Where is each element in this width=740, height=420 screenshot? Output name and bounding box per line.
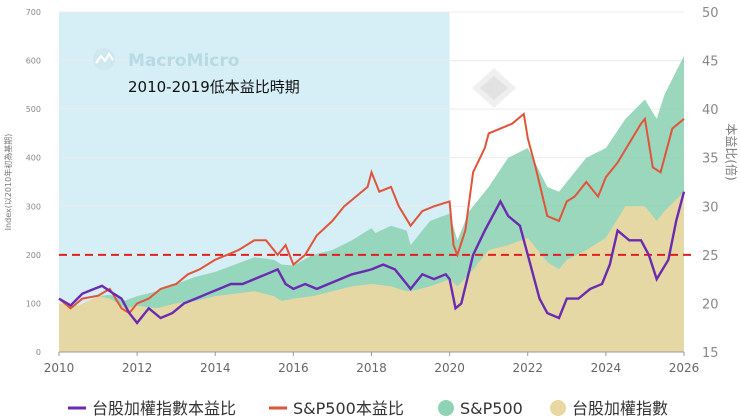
y-right-label: 本益比(倍): [724, 123, 739, 180]
x-axis-ticks: 2010 2012 2014 2016 2018 2020 2022 2024 2026: [44, 352, 700, 375]
y-left-tick: 500: [26, 105, 41, 114]
x-tick: 2024: [591, 361, 622, 375]
left-axis-ticks: 0 100 200 300 400 500 600 700: [26, 8, 41, 357]
x-tick: 2026: [669, 361, 700, 375]
y-left-tick: 0: [36, 348, 41, 357]
y-left-tick: 600: [26, 57, 41, 66]
diamond-logo-icon: [472, 68, 516, 108]
y-right-tick: 40: [702, 103, 719, 118]
legend-swatch-twse: [550, 400, 566, 416]
y-left-tick: 300: [26, 202, 41, 211]
x-tick: 2010: [44, 361, 75, 375]
y-left-tick: 200: [26, 251, 41, 260]
legend-label-sp500[interactable]: S&P500: [460, 399, 523, 418]
x-tick: 2016: [278, 361, 309, 375]
x-tick: 2014: [200, 361, 231, 375]
y-left-tick: 700: [26, 8, 41, 17]
x-tick: 2020: [434, 361, 465, 375]
twse-pe-line: [58, 191, 686, 325]
x-tick: 2012: [122, 361, 153, 375]
legend-swatch-sp500: [438, 400, 454, 416]
y-right-tick: 20: [702, 297, 719, 312]
y-right-tick: 15: [702, 346, 719, 361]
legend-label-twse[interactable]: 台股加權指數: [572, 399, 668, 418]
y-right-tick: 25: [702, 249, 719, 264]
legend-label-sp-pe[interactable]: S&P500本益比: [293, 399, 404, 418]
right-axis-ticks: 15 20 25 30 35 40 45 50: [702, 6, 719, 361]
y-left-tick: 100: [26, 299, 41, 308]
twse-area: [59, 191, 684, 352]
y-right-tick: 35: [702, 152, 719, 167]
annotation-label: 2010-2019低本益比時期: [128, 78, 300, 96]
legend-label-twse-pe[interactable]: 台股加權指數本益比: [92, 399, 236, 418]
y-right-tick: 50: [702, 6, 719, 21]
x-tick: 2022: [512, 361, 543, 375]
watermark: MacroMicro: [128, 51, 239, 71]
y-right-tick: 30: [702, 200, 719, 215]
legend: 台股加權指數本益比 S&P500本益比 S&P500 台股加權指數: [68, 399, 668, 418]
watermark-logo-icon: [93, 48, 115, 70]
y-left-tick: 400: [26, 154, 41, 163]
sp500-pe-line: [58, 112, 685, 315]
y-left-label: Index(以2010年初為基期): [3, 134, 13, 231]
x-tick: 2018: [356, 361, 387, 375]
y-right-tick: 45: [702, 55, 719, 70]
